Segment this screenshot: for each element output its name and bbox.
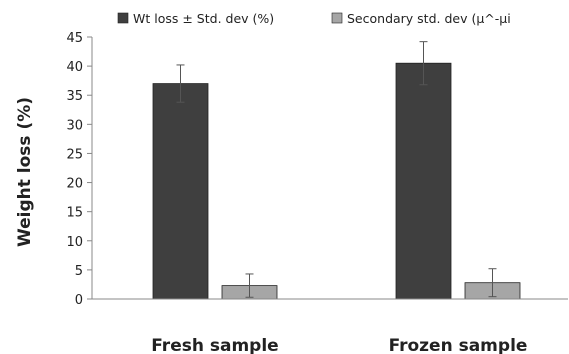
- y-tick-label: 5: [75, 264, 83, 279]
- y-tick-label: 0: [75, 293, 83, 308]
- legend-label: Secondary std. dev (µ^-µi: [347, 11, 511, 26]
- y-tick-label: 10: [66, 235, 83, 250]
- y-tick-label: 40: [66, 60, 83, 75]
- legend-swatch: [331, 12, 343, 24]
- y-axis-label: Weight loss (%): [15, 97, 35, 247]
- x-axis: Fresh sample Frozen sample: [92, 298, 568, 354]
- y-tick-label: 45: [66, 31, 83, 46]
- legend-label: Wt loss ± Std. dev (%): [133, 11, 274, 26]
- y-tick-label: 15: [66, 206, 83, 221]
- y-tick-label: 35: [66, 89, 83, 104]
- x-category-label: Fresh sample: [151, 336, 278, 354]
- bar-wt-loss-fresh: [152, 83, 209, 300]
- x-category-label: Frozen sample: [389, 336, 528, 354]
- y-tick-label: 25: [66, 147, 83, 162]
- y-tick-label: 20: [66, 177, 83, 192]
- bar-wt-loss-frozen: [395, 62, 452, 300]
- legend: Wt loss ± Std. dev (%) Secondary std. dev…: [117, 11, 511, 26]
- y-tick-label: 30: [66, 118, 83, 133]
- legend-swatch: [117, 12, 129, 24]
- bars: [152, 41, 521, 300]
- y-axis: 0 5 10 15 20 25 30 35 40 45: [66, 31, 93, 308]
